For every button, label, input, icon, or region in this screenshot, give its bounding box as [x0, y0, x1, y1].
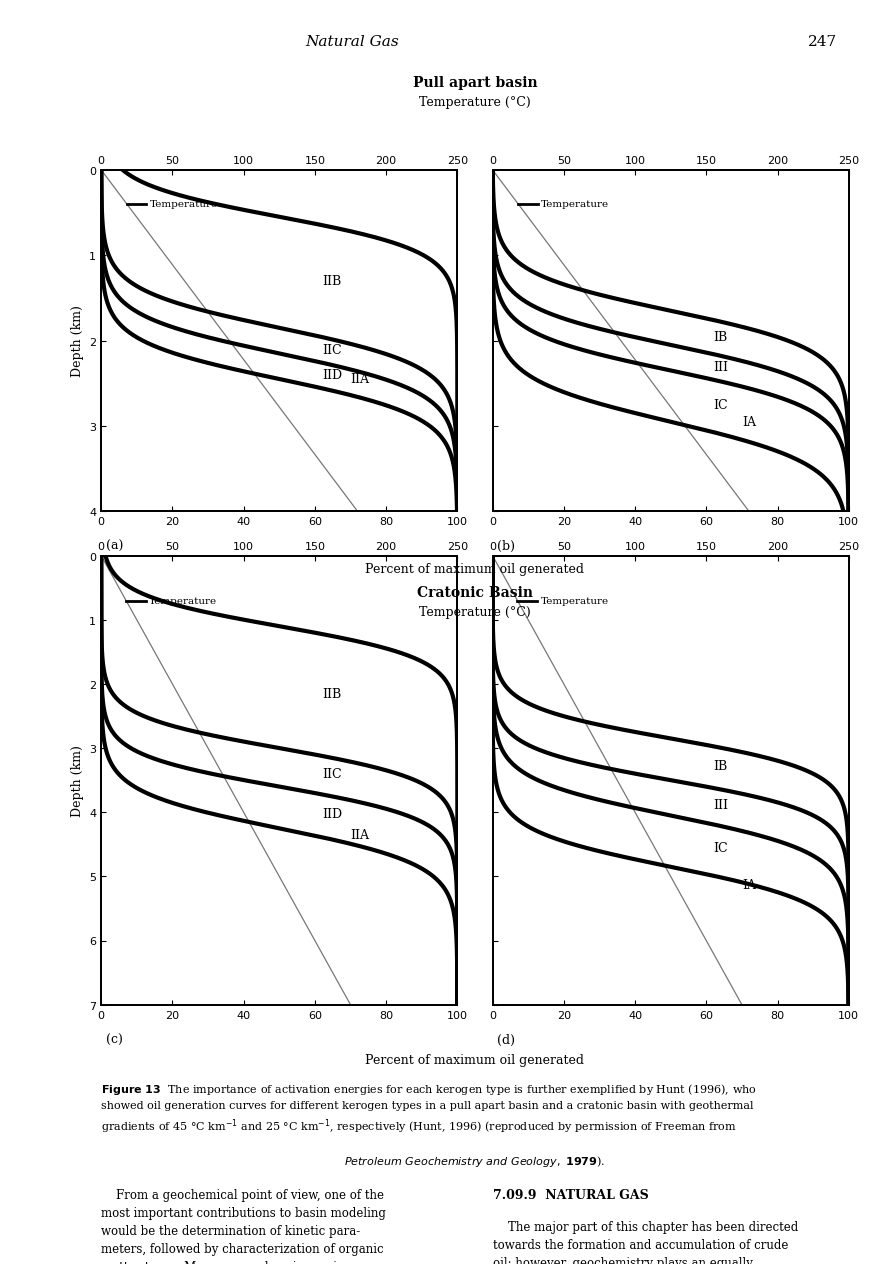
Text: (a): (a)	[105, 540, 123, 552]
Y-axis label: Depth (km): Depth (km)	[70, 744, 84, 817]
Text: (c): (c)	[105, 1033, 122, 1045]
Text: IID: IID	[322, 808, 342, 820]
Y-axis label: Depth (km): Depth (km)	[70, 306, 84, 377]
Text: From a geochemical point of view, one of the
most important contributions to bas: From a geochemical point of view, one of…	[101, 1188, 386, 1264]
Text: 247: 247	[807, 35, 837, 49]
Text: IB: IB	[713, 760, 727, 772]
Text: Pull apart basin: Pull apart basin	[412, 76, 537, 90]
Text: Temperature: Temperature	[149, 597, 217, 605]
Text: Percent of maximum oil generated: Percent of maximum oil generated	[366, 562, 584, 575]
Text: $\bf{Figure\ 13}$  The importance of activation energies for each kerogen type i: $\bf{Figure\ 13}$ The importance of acti…	[101, 1081, 757, 1135]
Text: IIC: IIC	[322, 344, 341, 356]
Text: IA: IA	[742, 878, 755, 891]
Text: IIB: IIB	[322, 276, 341, 288]
Text: The major part of this chapter has been directed
towards the formation and accum: The major part of this chapter has been …	[492, 1220, 797, 1264]
Text: Temperature (°C): Temperature (°C)	[418, 605, 531, 618]
Text: IB: IB	[713, 330, 727, 344]
Text: Cratonic Basin: Cratonic Basin	[417, 585, 533, 599]
Text: III: III	[713, 798, 728, 811]
Text: Temperature: Temperature	[149, 200, 218, 210]
Text: Temperature (°C): Temperature (°C)	[418, 96, 531, 109]
Text: $\it{Petroleum\ Geochemistry\ and\ Geology,}$ $\bf{1979}$).: $\it{Petroleum\ Geochemistry\ and\ Geolo…	[344, 1153, 606, 1168]
Text: IIB: IIB	[322, 688, 341, 700]
Text: IID: IID	[322, 369, 342, 382]
Text: IC: IC	[713, 398, 728, 412]
Text: (b): (b)	[497, 540, 514, 552]
Text: 7.09.9  NATURAL GAS: 7.09.9 NATURAL GAS	[492, 1188, 648, 1201]
Text: Natural Gas: Natural Gas	[305, 35, 398, 49]
Text: IIC: IIC	[322, 767, 341, 781]
Text: IC: IC	[713, 842, 728, 854]
Text: IA: IA	[742, 415, 755, 428]
Text: III: III	[713, 360, 728, 373]
Text: Percent of maximum oil generated: Percent of maximum oil generated	[366, 1053, 584, 1066]
Text: IIA: IIA	[350, 373, 369, 386]
Text: (d): (d)	[497, 1033, 514, 1045]
Text: Temperature: Temperature	[541, 200, 609, 210]
Text: Temperature: Temperature	[541, 597, 608, 605]
Text: IIA: IIA	[350, 828, 369, 841]
